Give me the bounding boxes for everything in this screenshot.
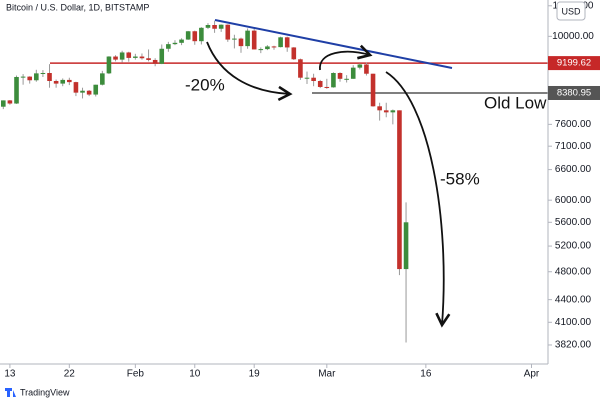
candle-body (337, 72, 343, 79)
y-tick-label: 3820.00 (555, 340, 592, 351)
y-tick-label: 7100.00 (555, 141, 592, 152)
logo-icon (5, 388, 16, 397)
candle-body (166, 44, 171, 49)
candle-body (390, 110, 396, 113)
x-tick-label: Mar (318, 369, 336, 380)
y-tick-label: 4400.00 (555, 294, 592, 305)
annotation: -58% (440, 169, 480, 188)
y-tick-label: 7600.00 (555, 119, 592, 130)
candle-body (245, 30, 250, 47)
trend-line (214, 19, 453, 69)
candle-body (370, 73, 376, 107)
candle-body (377, 106, 382, 111)
candle-body (291, 47, 297, 60)
candle-body (278, 37, 283, 48)
candle-body (126, 52, 132, 58)
candle-body (225, 24, 231, 40)
candle-body (232, 38, 237, 40)
annotation: -20% (185, 75, 225, 94)
candle-body (139, 56, 145, 59)
candle-body (357, 64, 363, 68)
candle-body (265, 46, 270, 50)
x-tick-label: 10 (189, 369, 201, 380)
level-label-box (548, 85, 600, 100)
candle-body (113, 56, 118, 60)
x-tick-label: Apr (524, 369, 540, 380)
candle-body (34, 73, 39, 81)
currency-box (556, 1, 586, 21)
candle-body (271, 46, 277, 48)
candle-body (60, 79, 66, 84)
candle-body (298, 59, 303, 78)
x-tick-label: 16 (420, 369, 432, 380)
candle-body (133, 56, 138, 58)
candle-body (331, 72, 336, 88)
y-tick-label: 5200.00 (555, 241, 592, 252)
candle-body (344, 78, 349, 80)
candle-body (1, 100, 6, 107)
candle-body (324, 86, 330, 88)
candle-body (311, 77, 316, 82)
candle-body (159, 48, 165, 64)
candle-body (20, 76, 26, 78)
candle-body (179, 39, 184, 43)
candle-body (304, 77, 310, 79)
candle-body (67, 79, 72, 83)
x-tick-label: Feb (127, 369, 145, 380)
y-tick-label: 4800.00 (555, 266, 592, 277)
y-tick-label: 6600.00 (555, 164, 592, 175)
candle-body (364, 64, 369, 74)
candle-body (350, 67, 356, 79)
candle-body (317, 81, 323, 87)
candle-body (100, 73, 105, 85)
candle-body (73, 82, 79, 93)
candle-body (218, 24, 224, 29)
candle-body (53, 81, 59, 84)
candle-body (403, 222, 409, 270)
x-tick-label: 13 (4, 369, 16, 380)
candle-body (106, 56, 112, 74)
arrow (319, 44, 373, 71)
candle-body (192, 31, 198, 42)
candle-body (146, 58, 151, 60)
candle-body (258, 49, 264, 51)
candle-body (383, 110, 389, 113)
level-label: 8380.95 (557, 88, 591, 99)
arrow (206, 41, 293, 102)
level-label: 9199.62 (557, 58, 591, 69)
candle-body (14, 76, 19, 104)
candle-body (152, 59, 158, 64)
candle-body (27, 76, 33, 81)
x-tick-label: 22 (64, 369, 76, 380)
annotation: Old Low (484, 93, 547, 112)
level-label-box (548, 56, 600, 71)
currency: USD (561, 6, 581, 16)
candle-body (86, 90, 92, 95)
candle-body (251, 30, 257, 50)
plot-area (1, 20, 548, 343)
x-tick-label: 19 (249, 369, 261, 380)
candle-body (185, 31, 191, 40)
candle-body (7, 100, 13, 104)
candle-body (199, 27, 204, 42)
candle-body (40, 72, 46, 74)
candle-body (47, 72, 52, 82)
y-tick-label: 6000.00 (555, 195, 592, 206)
y-tick-label: 5600.00 (555, 217, 592, 228)
candle-body (80, 90, 85, 93)
candle-body (119, 52, 125, 60)
candle-body (397, 110, 402, 270)
candle-body (238, 38, 244, 47)
chart-title: Bitcoin / U.S. Dollar, 1D, BITSTAMP (6, 2, 149, 12)
candle-body (205, 25, 211, 28)
candle-body (284, 37, 290, 48)
arrow (385, 71, 451, 328)
candle-body (93, 84, 99, 95)
y-tick-label: 4100.00 (555, 317, 592, 328)
candle-body (212, 25, 217, 29)
watermark: TradingView (20, 387, 70, 397)
candle-body (172, 42, 178, 45)
y-tick-label: 10000.00 (552, 31, 594, 42)
